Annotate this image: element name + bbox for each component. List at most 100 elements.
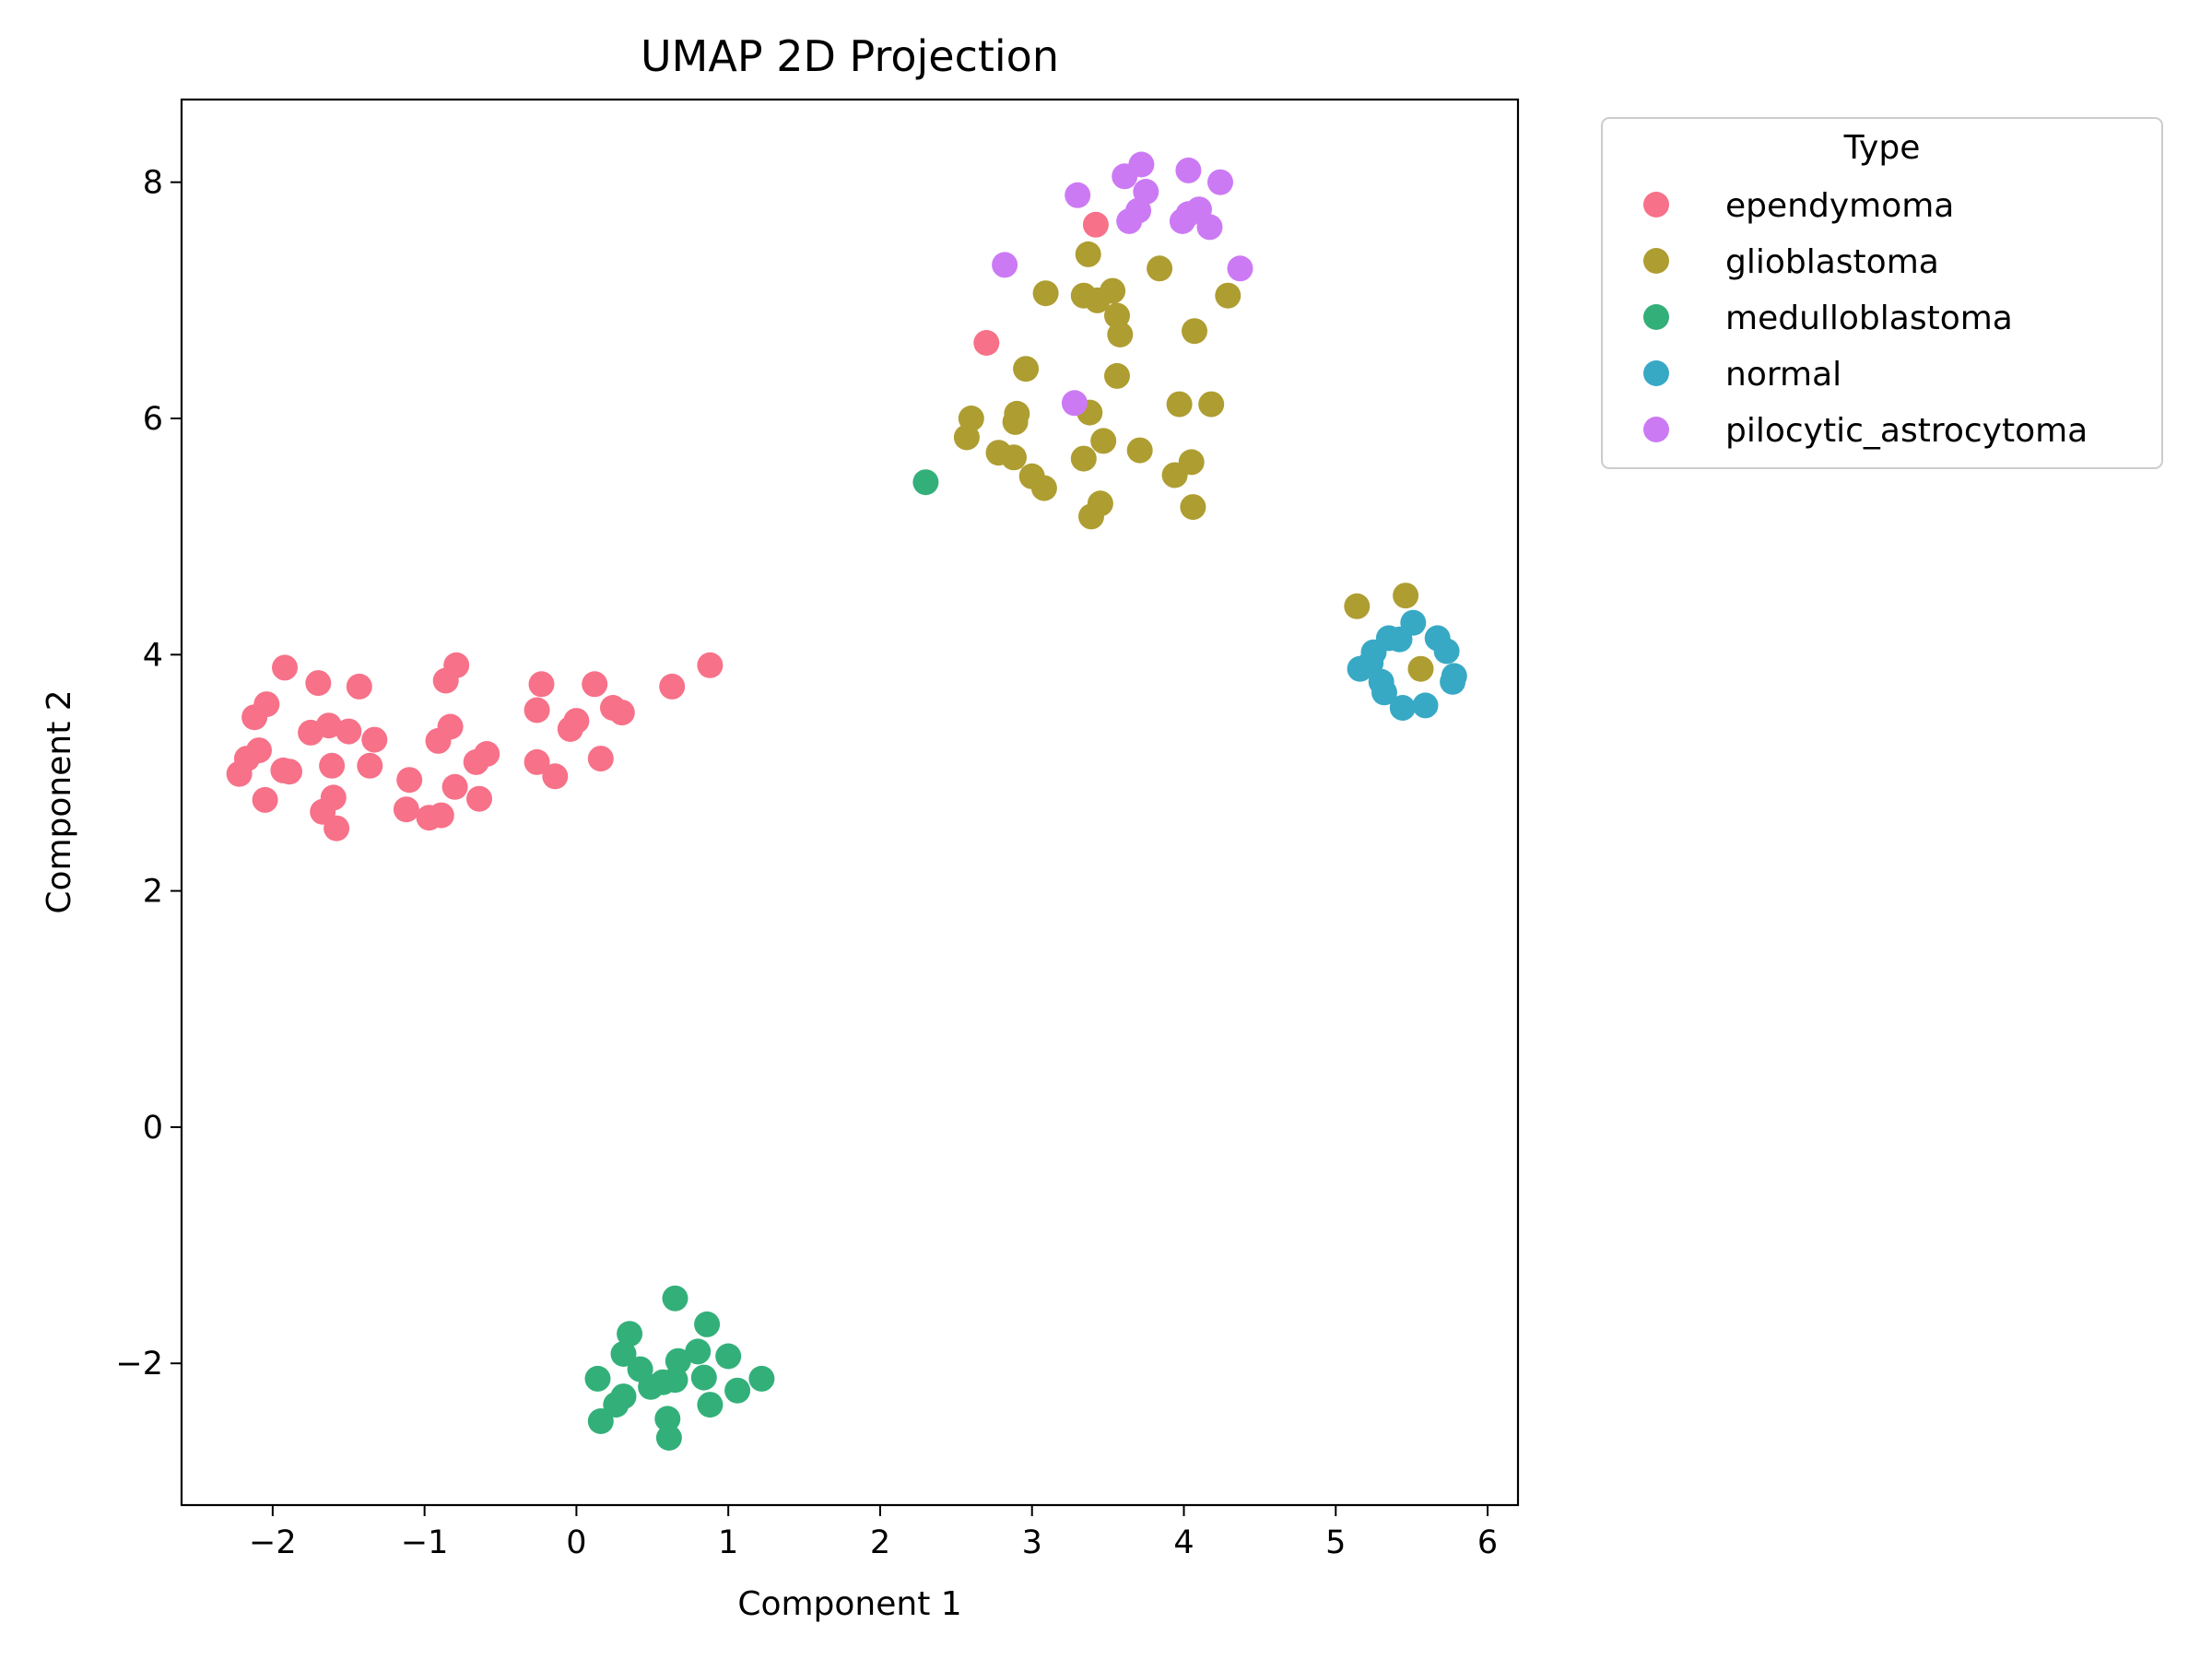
- data-point: [357, 752, 383, 779]
- data-point: [584, 1365, 611, 1392]
- x-tick-label: 4: [1173, 1524, 1194, 1561]
- data-point: [1013, 356, 1040, 382]
- data-point: [1065, 182, 1091, 208]
- series-ependymoma: [226, 211, 1109, 841]
- data-point: [973, 330, 1000, 356]
- data-point: [320, 784, 347, 811]
- y-axis: −2 0 2 4 6 8: [115, 165, 182, 1382]
- data-point: [1198, 391, 1225, 418]
- data-point: [1371, 679, 1397, 706]
- y-tick-label: 0: [143, 1110, 163, 1147]
- legend-entry: ependymoma: [1643, 187, 1954, 225]
- legend-entry: glioblastoma: [1643, 243, 1939, 281]
- legend-title: Type: [1843, 129, 1921, 167]
- legend-box: [1601, 117, 2163, 469]
- data-point: [361, 726, 388, 753]
- data-point: [396, 767, 423, 794]
- data-point: [563, 708, 590, 735]
- data-point: [1412, 692, 1439, 719]
- data-point: [655, 1425, 682, 1451]
- y-tick-label: 2: [143, 874, 163, 911]
- data-point: [335, 718, 362, 745]
- data-point: [528, 671, 555, 698]
- x-tick-label: −1: [401, 1524, 449, 1561]
- legend-label: ependymoma: [1725, 187, 1954, 225]
- data-point: [1400, 609, 1427, 636]
- data-point: [665, 1347, 691, 1374]
- data-point: [1004, 400, 1030, 427]
- y-tick-label: 6: [143, 401, 163, 438]
- data-point: [542, 763, 569, 790]
- legend-entry: pilocytic_astrocytoma: [1643, 412, 2088, 450]
- data-point: [346, 673, 372, 700]
- data-point: [1087, 490, 1113, 517]
- y-tick-label: 4: [143, 637, 163, 674]
- data-point: [524, 748, 550, 775]
- x-tick-label: 5: [1325, 1524, 1346, 1561]
- series-glioblastoma: [953, 241, 1434, 682]
- series-pilocytic_astrocytoma: [992, 151, 1253, 417]
- y-axis-label: Component 2: [41, 689, 78, 913]
- data-point: [272, 654, 298, 681]
- data-point: [654, 1406, 681, 1432]
- data-point: [587, 1408, 614, 1434]
- data-point: [1030, 475, 1057, 501]
- data-point: [1178, 449, 1205, 476]
- points-layer: [226, 151, 1467, 1451]
- data-point: [276, 759, 302, 785]
- series-normal: [1347, 609, 1467, 721]
- data-point: [474, 741, 500, 767]
- data-point: [685, 1338, 712, 1365]
- data-point: [662, 1285, 688, 1312]
- data-point: [715, 1343, 742, 1370]
- data-point: [724, 1377, 751, 1404]
- data-point: [1180, 494, 1206, 521]
- data-point: [1227, 255, 1253, 282]
- data-point: [315, 712, 342, 739]
- data-point: [393, 796, 419, 823]
- data-point: [1100, 277, 1126, 304]
- data-point: [324, 815, 350, 841]
- data-point: [253, 691, 280, 718]
- data-point: [1207, 169, 1233, 195]
- legend-marker: [1643, 360, 1669, 386]
- legend-marker: [1643, 417, 1669, 442]
- data-point: [958, 406, 984, 431]
- y-tick-label: −2: [115, 1346, 163, 1382]
- data-point: [1175, 157, 1202, 183]
- data-point: [428, 802, 454, 829]
- legend-entry: medulloblastoma: [1643, 300, 2013, 337]
- legend-label: normal: [1725, 356, 1841, 394]
- data-point: [992, 252, 1018, 278]
- data-point: [912, 469, 939, 496]
- legend-marker: [1643, 304, 1669, 330]
- data-point: [617, 1321, 643, 1347]
- data-point: [1166, 391, 1193, 418]
- data-point: [1070, 445, 1097, 472]
- plot-frame: [180, 98, 1520, 1507]
- chart-title: UMAP 2D Projection: [641, 31, 1059, 81]
- data-point: [608, 700, 635, 726]
- data-point: [610, 1341, 637, 1367]
- data-point: [1215, 282, 1241, 309]
- series-medulloblastoma: [584, 469, 939, 1451]
- data-point: [582, 671, 608, 698]
- data-point: [690, 1364, 717, 1391]
- data-point: [697, 652, 724, 678]
- data-point: [466, 785, 492, 812]
- data-point: [441, 773, 468, 800]
- data-point: [1147, 255, 1173, 282]
- legend-entry: normal: [1643, 356, 1841, 394]
- data-point: [1440, 668, 1466, 695]
- legend: Type ependymoma glioblastoma medulloblas…: [1601, 117, 2163, 469]
- x-tick-label: 2: [870, 1524, 890, 1561]
- data-point: [246, 737, 272, 764]
- legend-marker: [1643, 248, 1669, 274]
- data-point: [1407, 655, 1434, 682]
- data-point: [1090, 428, 1117, 454]
- data-point: [1082, 211, 1109, 238]
- data-point: [437, 713, 464, 740]
- x-tick-label: 0: [566, 1524, 586, 1561]
- data-point: [1107, 322, 1134, 347]
